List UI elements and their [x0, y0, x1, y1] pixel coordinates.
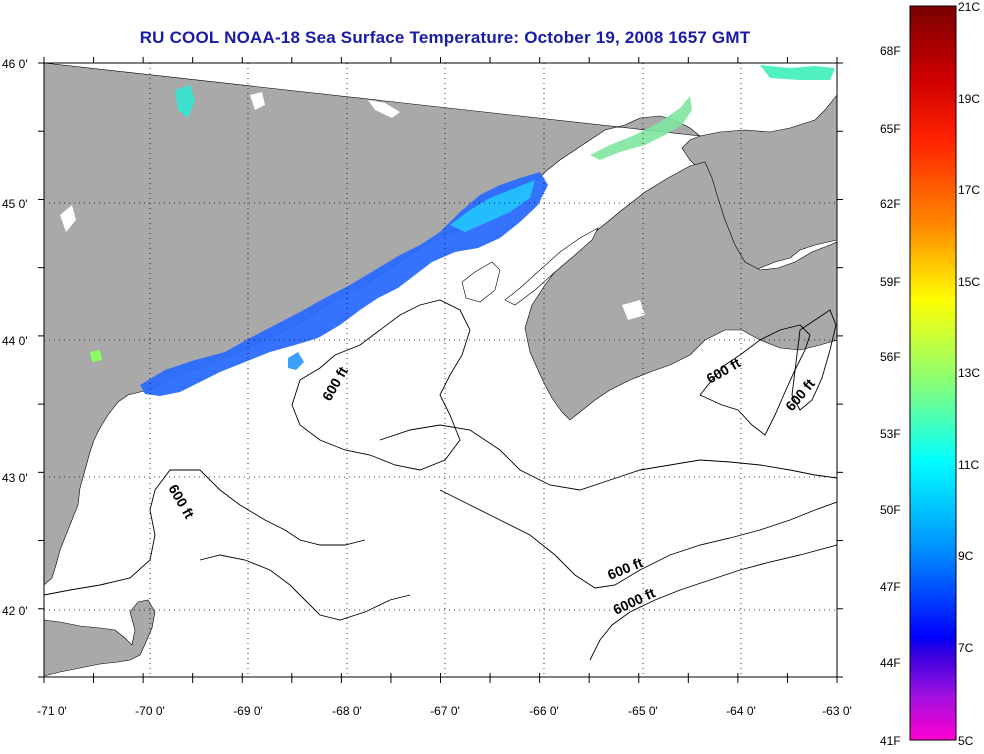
colorbar-c-label: 9C — [958, 549, 974, 563]
colorbar-c-label: 5C — [958, 734, 974, 748]
lon-label: -65 0' — [628, 704, 658, 718]
colorbar-c-label: 21C — [958, 0, 980, 14]
axis-ticks — [38, 57, 843, 683]
lon-label: -63 0' — [822, 704, 852, 718]
colorbar-f-label: 59F — [880, 275, 901, 289]
lon-label: -66 0' — [529, 704, 559, 718]
lat-label: 43 0' — [2, 471, 28, 485]
colorbar-f-label: 53F — [880, 427, 901, 441]
lat-label: 45 0' — [2, 197, 28, 211]
colorbar-f-label: 68F — [880, 44, 901, 58]
inland-lake — [250, 92, 265, 110]
lat-label: 44 0' — [2, 334, 28, 348]
lon-label: -68 0' — [332, 704, 362, 718]
inner-bay-fundy — [504, 227, 599, 306]
colorbar-f-label: 62F — [880, 197, 901, 211]
sst-patch-cyan — [450, 180, 535, 232]
latitude-labels: 46 0' 45 0' 44 0' 43 0' 42 0' — [2, 57, 28, 618]
inland-lake — [368, 100, 400, 118]
colorbar-c-label: 11C — [958, 458, 979, 472]
sst-patch-small-2 — [175, 85, 195, 118]
colorbar-f-label: 65F — [880, 122, 901, 136]
depth-contours — [44, 299, 837, 661]
colorbar-c-label: 7C — [958, 641, 974, 655]
colorbar — [909, 5, 957, 741]
colorbar-celsius-labels: 21C 19C 17C 15C 13C 11C 9C 7C 5C — [958, 0, 980, 748]
colorbar-f-label: 44F — [880, 656, 901, 670]
lat-label: 42 0' — [2, 604, 28, 618]
colorbar-f-label: 50F — [880, 503, 901, 517]
nova-scotia-land — [524, 161, 837, 421]
colorbar-c-label: 19C — [958, 92, 980, 106]
lon-label: -71 0' — [37, 704, 67, 718]
map-title: RU COOL NOAA-18 Sea Surface Temperature:… — [139, 28, 751, 47]
sst-patch-small-3 — [760, 65, 835, 80]
colorbar-c-label: 13C — [958, 366, 980, 380]
sst-patch-fundy — [590, 96, 692, 160]
sst-patch-gulf-maine — [140, 172, 548, 396]
lon-label: -67 0' — [430, 704, 460, 718]
sst-patch-small-4 — [90, 350, 102, 362]
inland-lake — [622, 300, 645, 320]
colorbar-c-label: 15C — [958, 275, 980, 289]
lat-label: 46 0' — [2, 57, 28, 71]
colorbar-f-label: 56F — [880, 350, 901, 364]
colorbar-c-label: 17C — [958, 183, 980, 197]
cape-cod-land — [44, 599, 156, 677]
graticule — [44, 63, 837, 677]
inland-lake — [60, 205, 76, 232]
longitude-labels: -71 0' -70 0' -69 0' -68 0' -67 0' -66 0… — [37, 704, 852, 718]
colorbar-f-label: 47F — [880, 580, 901, 594]
lon-label: -64 0' — [726, 704, 756, 718]
grand-manan-island — [461, 261, 501, 303]
colorbar-f-label: 41F — [880, 734, 901, 748]
lon-label: -70 0' — [135, 704, 165, 718]
sst-patch-small-1 — [288, 352, 304, 370]
lon-label: -69 0' — [233, 704, 263, 718]
colorbar-fahrenheit-labels: 68F 65F 62F 59F 56F 53F 50F 47F 44F 41F — [880, 44, 901, 748]
